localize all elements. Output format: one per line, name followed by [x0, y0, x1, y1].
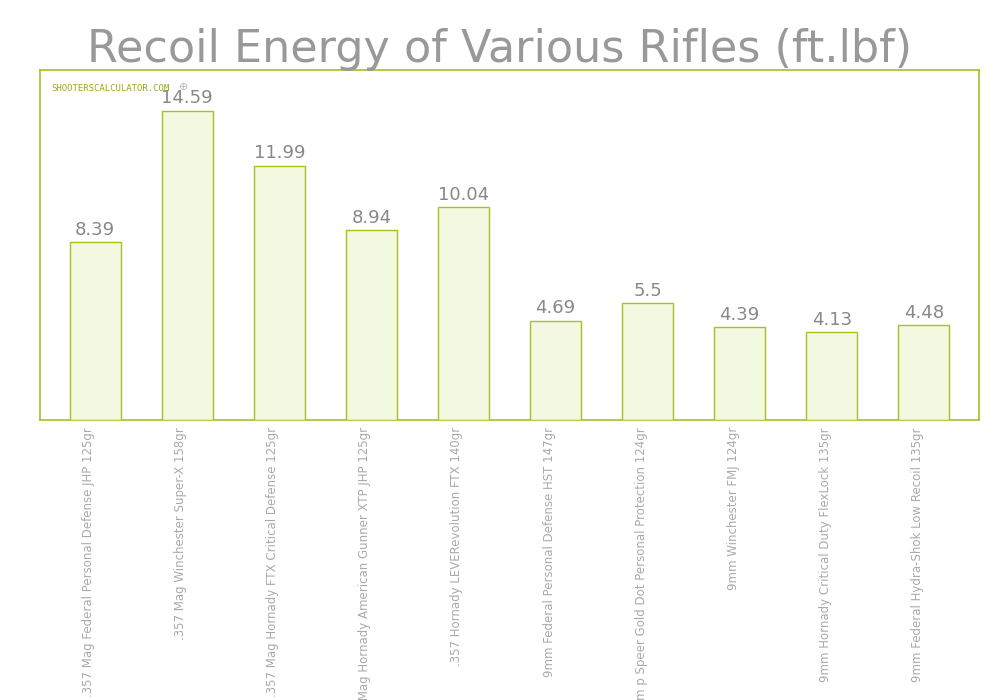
- Text: 4.13: 4.13: [811, 312, 852, 329]
- Text: .357 Mag Winchester Super-X 158gr: .357 Mag Winchester Super-X 158gr: [174, 427, 187, 640]
- Text: 9mm p Speer Gold Dot Personal Protection 124gr: 9mm p Speer Gold Dot Personal Protection…: [634, 427, 647, 700]
- Text: .357 Hornady LEVERevolution FTX 140gr: .357 Hornady LEVERevolution FTX 140gr: [451, 427, 464, 666]
- Text: .357 Mag Federal Personal Defense JHP 125gr: .357 Mag Federal Personal Defense JHP 12…: [82, 427, 95, 697]
- Bar: [622, 303, 673, 420]
- Text: 9mm Federal Personal Defense HST 147gr: 9mm Federal Personal Defense HST 147gr: [542, 427, 555, 677]
- Bar: [898, 325, 949, 420]
- Bar: [439, 207, 489, 420]
- Text: 9mm Winchester FMJ 124gr: 9mm Winchester FMJ 124gr: [726, 427, 739, 590]
- Text: 8.39: 8.39: [75, 220, 115, 239]
- Text: ⊕: ⊕: [179, 83, 189, 92]
- Bar: [806, 332, 857, 420]
- Text: 11.99: 11.99: [254, 144, 305, 162]
- Bar: [346, 230, 397, 420]
- Bar: [162, 111, 213, 420]
- Text: 9mm Federal Hydra-Shok Low Recoil 135gr: 9mm Federal Hydra-Shok Low Recoil 135gr: [911, 427, 924, 682]
- Text: 8.94: 8.94: [352, 209, 392, 228]
- Bar: [70, 242, 121, 420]
- Bar: [254, 166, 305, 420]
- Bar: [530, 321, 580, 420]
- Text: .357 Mag Hornady American Gunner XTP JHP 125gr: .357 Mag Hornady American Gunner XTP JHP…: [359, 427, 372, 700]
- Text: 10.04: 10.04: [438, 186, 490, 204]
- Text: Recoil Energy of Various Rifles (ft.lbf): Recoil Energy of Various Rifles (ft.lbf): [87, 28, 912, 71]
- Text: 9mm Hornady Critical Duty FlexLock 135gr: 9mm Hornady Critical Duty FlexLock 135gr: [819, 427, 832, 682]
- Text: 5.5: 5.5: [633, 282, 662, 300]
- Text: 4.39: 4.39: [719, 306, 760, 323]
- Text: 4.48: 4.48: [904, 304, 944, 322]
- Text: .357 Mag Hornady FTX Critical Defense 125gr: .357 Mag Hornady FTX Critical Defense 12…: [267, 427, 280, 697]
- Bar: [714, 327, 765, 420]
- Text: 4.69: 4.69: [535, 300, 575, 317]
- Text: SHOOTERSCALCULATOR.COM: SHOOTERSCALCULATOR.COM: [51, 84, 170, 93]
- Text: 14.59: 14.59: [162, 90, 213, 107]
